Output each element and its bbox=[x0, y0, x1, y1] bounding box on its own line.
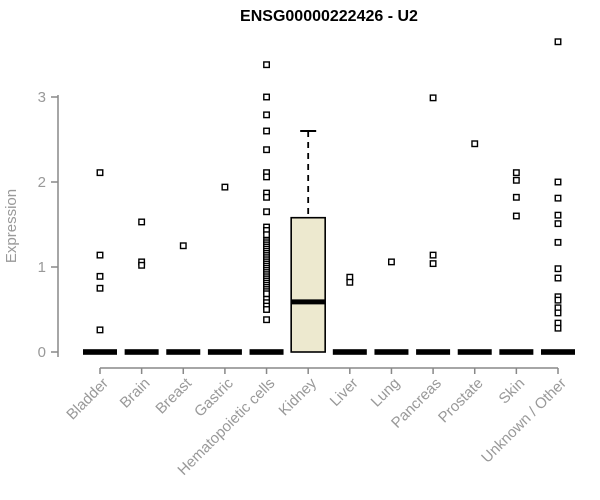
x-tick-label: Prostate bbox=[435, 375, 487, 427]
collapsed-box-skin bbox=[499, 349, 534, 355]
outlier-point bbox=[554, 220, 562, 228]
collapsed-box-liver bbox=[332, 349, 367, 355]
outlier-point bbox=[388, 258, 395, 266]
collapsed-box-unknown-other bbox=[541, 349, 575, 355]
outlier-point bbox=[554, 296, 562, 304]
y-tick-label: 1 bbox=[38, 259, 46, 276]
outlier-point bbox=[263, 61, 270, 69]
outlier-point bbox=[554, 309, 562, 317]
outlier-point bbox=[429, 251, 437, 259]
y-tick-label: 3 bbox=[38, 89, 46, 106]
chart-title: ENSG00000222426 - U2 bbox=[240, 8, 418, 25]
outlier-point bbox=[263, 111, 270, 119]
outlier-point bbox=[512, 169, 520, 177]
outlier-point bbox=[554, 324, 562, 332]
outlier-point bbox=[512, 212, 520, 220]
outlier-point bbox=[554, 38, 562, 46]
outlier-point bbox=[263, 290, 270, 298]
outlier-point bbox=[179, 242, 187, 250]
collapsed-box-gastric bbox=[207, 349, 242, 355]
outlier-point bbox=[96, 251, 104, 259]
collapsed-box-hematopoietic-cells bbox=[249, 349, 284, 355]
outlier-point bbox=[471, 140, 479, 148]
outlier-point bbox=[263, 93, 270, 101]
collapsed-box-bladder bbox=[83, 349, 117, 355]
outlier-point bbox=[554, 238, 562, 246]
outlier-point bbox=[512, 193, 520, 201]
outlier-point bbox=[263, 316, 270, 324]
outlier-point bbox=[96, 272, 104, 280]
outlier-point bbox=[138, 218, 146, 226]
outlier-point bbox=[263, 127, 270, 135]
outlier-point bbox=[346, 278, 354, 286]
outlier-point bbox=[96, 326, 104, 334]
outlier-point bbox=[263, 146, 270, 154]
outlier-point bbox=[263, 173, 270, 181]
outlier-point bbox=[554, 211, 562, 219]
outlier-point bbox=[263, 231, 270, 239]
outlier-point bbox=[554, 274, 562, 282]
collapsed-box-breast bbox=[166, 349, 201, 355]
outlier-point bbox=[554, 178, 562, 186]
x-tick-label: Bladder bbox=[63, 375, 112, 424]
x-tick-label: Brain bbox=[117, 375, 154, 412]
box-kidney bbox=[290, 216, 326, 353]
outlier-point bbox=[429, 260, 437, 268]
x-tick-label: Lung bbox=[368, 375, 404, 411]
outlier-point bbox=[138, 261, 146, 269]
outlier-point bbox=[263, 306, 270, 313]
outlier-point bbox=[96, 169, 104, 177]
collapsed-box-pancreas bbox=[416, 349, 451, 355]
x-tick-label: Kidney bbox=[276, 374, 321, 419]
y-tick-label: 0 bbox=[38, 344, 46, 361]
outlier-point bbox=[429, 94, 437, 102]
outlier-point bbox=[512, 176, 520, 184]
outlier-point bbox=[554, 194, 562, 202]
x-tick-label: Liver bbox=[327, 375, 362, 410]
outlier-point bbox=[554, 265, 562, 273]
outlier-point bbox=[263, 193, 270, 201]
collapsed-box-prostate bbox=[457, 349, 492, 355]
x-tick-label: Skin bbox=[496, 375, 529, 408]
outlier-point bbox=[221, 183, 229, 191]
outlier-point bbox=[96, 284, 104, 292]
y-tick-label: 2 bbox=[38, 174, 46, 191]
outlier-point bbox=[263, 208, 270, 216]
collapsed-box-brain bbox=[124, 349, 159, 355]
y-axis-title: Expression bbox=[3, 189, 20, 263]
x-tick-label: Breast bbox=[152, 374, 195, 417]
collapsed-box-lung bbox=[374, 349, 409, 355]
